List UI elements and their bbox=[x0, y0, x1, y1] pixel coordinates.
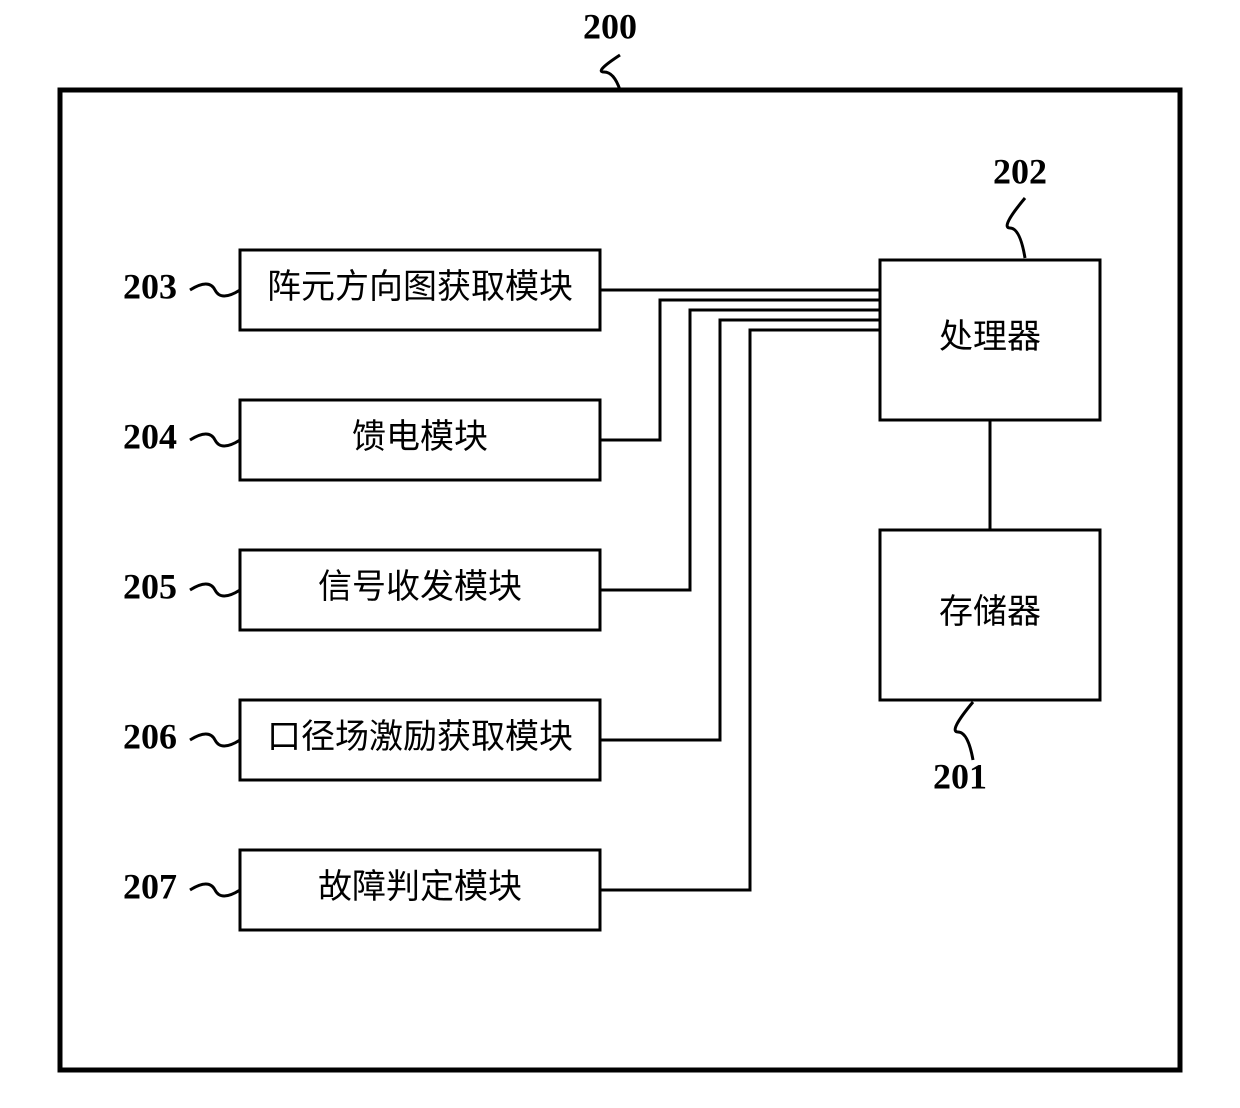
lead-205 bbox=[190, 584, 240, 596]
connector-205-processor bbox=[600, 310, 880, 590]
module-label-205: 信号收发模块 bbox=[318, 568, 522, 606]
lead-202 bbox=[1007, 198, 1025, 258]
connector-207-processor bbox=[600, 330, 880, 890]
connector-206-processor bbox=[600, 320, 880, 740]
processor-label: 处理器 bbox=[939, 319, 1041, 356]
module-label-207: 故障判定模块 bbox=[318, 868, 522, 906]
lead-200 bbox=[601, 55, 620, 90]
ref-203: 203 bbox=[123, 266, 177, 306]
lead-203 bbox=[190, 284, 240, 296]
ref-206: 206 bbox=[123, 716, 177, 756]
ref-200: 200 bbox=[583, 6, 637, 46]
module-label-203: 阵元方向图获取模块 bbox=[267, 268, 573, 306]
ref-207: 207 bbox=[123, 866, 177, 906]
lead-201 bbox=[955, 702, 973, 760]
ref-201: 201 bbox=[933, 756, 987, 796]
module-label-206: 口径场激励获取模块 bbox=[267, 718, 573, 756]
ref-202: 202 bbox=[993, 151, 1047, 191]
module-label-204: 馈电模块 bbox=[352, 418, 488, 456]
lead-206 bbox=[190, 734, 240, 746]
ref-204: 204 bbox=[123, 416, 177, 456]
ref-205: 205 bbox=[123, 566, 177, 606]
lead-204 bbox=[190, 434, 240, 446]
lead-207 bbox=[190, 884, 240, 896]
memory-label: 存储器 bbox=[939, 593, 1041, 631]
